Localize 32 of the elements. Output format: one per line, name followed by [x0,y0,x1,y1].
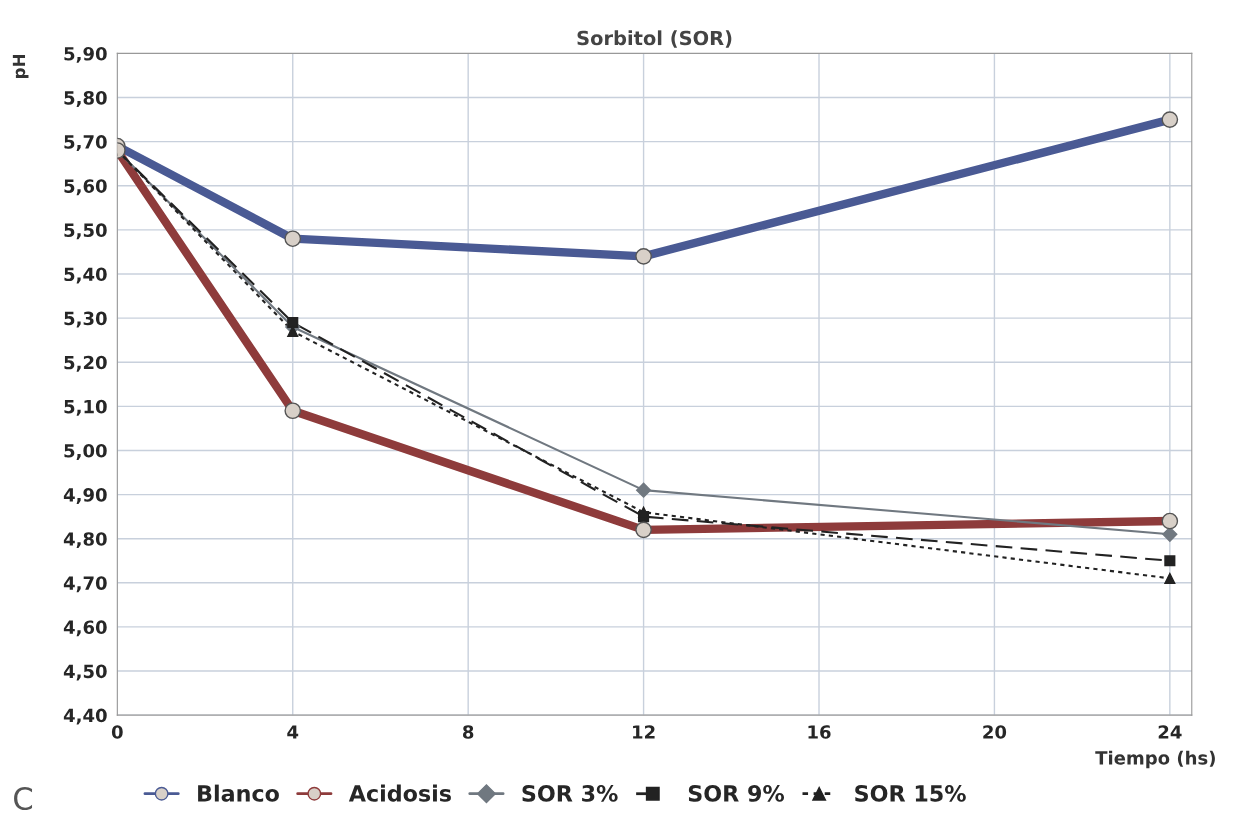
y-tick-label: 5,90 [64,46,107,63]
y-tick-label: 5,60 [64,179,107,196]
y-tick-label: 5,80 [64,91,107,107]
x-tick-label: 4 [287,725,299,739]
y-tick-label: 5,00 [64,443,107,460]
y-axis-title: pH [12,54,29,78]
y-tick-label: 4,40 [63,708,107,725]
legend-label: Blanco [198,784,279,802]
x-tick-label: 24 [1158,725,1182,739]
x-tick-label: 12 [633,725,655,739]
legend-label: SOR 9% [688,785,785,802]
y-tick-label: 5,40 [64,267,107,284]
y-tick-label: 5,20 [64,355,107,372]
x-tick-label: 20 [983,725,1007,739]
y-tick-label: 5,30 [64,311,107,328]
y-tick-label: 5,50 [64,223,107,240]
chart-title: Sorbitol (SOR) [577,30,732,48]
legend-label: Acidosis [348,784,451,802]
y-tick-label: 4,60 [63,620,107,637]
legend-label: SOR 15% [855,785,966,802]
y-tick-label: 5,70 [64,135,107,152]
x-tick-label: 0 [111,725,123,739]
y-tick-label: 5,10 [64,399,107,416]
y-tick-label: 4,80 [63,532,107,549]
y-tick-label: 4,50 [63,664,107,681]
legend-label: SOR 3% [522,785,618,802]
text: C [14,786,33,811]
y-tick-label: 4,70 [63,576,107,593]
x-axis-title: Tiempo (hs) [1095,750,1215,769]
x-tick-label: 16 [808,725,831,739]
y-tick-label: 4,90 [63,488,107,504]
x-tick-label: 8 [462,725,474,739]
